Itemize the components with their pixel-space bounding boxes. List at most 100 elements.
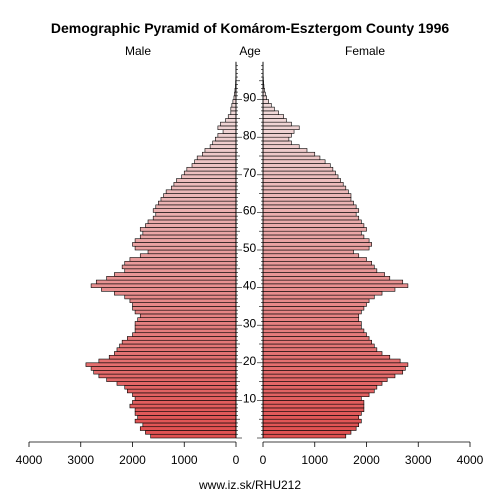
male-bar-age-71 <box>186 166 237 172</box>
male-bar-age-68 <box>176 178 237 183</box>
x-tick-label-female-4000: 4000 <box>457 453 484 467</box>
male-bar-age-81 <box>222 129 237 134</box>
male-bar-age-7 <box>134 407 237 412</box>
male-bar-age-76 <box>204 148 237 153</box>
female-bar-age-46 <box>262 260 372 266</box>
male-bar-age-21 <box>108 354 237 360</box>
age-tick-label-10: 10 <box>243 392 257 406</box>
female-bar-age-76 <box>262 148 308 153</box>
female-bar-age-29 <box>262 324 362 330</box>
female-bar-age-69 <box>262 174 339 179</box>
male-bar-age-0 <box>150 433 237 439</box>
male-bar-age-66 <box>171 185 237 191</box>
female-bar-age-28 <box>262 328 365 334</box>
male-bar-age-79 <box>215 136 237 142</box>
male-bar-age-60 <box>152 208 237 213</box>
female-bar-age-16 <box>262 373 396 379</box>
male-bar-age-50 <box>134 245 237 251</box>
female-bar-age-60 <box>262 208 360 213</box>
female-bar-age-62 <box>262 200 354 206</box>
male-bar-age-4 <box>134 418 237 424</box>
x-tick-label-male-4000: 4000 <box>16 453 43 467</box>
male-bar-age-22 <box>114 351 237 356</box>
female-bar-age-47 <box>262 257 367 262</box>
female-bar-age-52 <box>262 238 370 243</box>
male-bar-age-80 <box>217 133 237 138</box>
female-bar-age-74 <box>262 155 321 161</box>
x-tick-label-female-0: 0 <box>260 453 267 467</box>
x-axis-female: 0 1000 2000 3000 4000 <box>260 441 484 467</box>
male-bar-age-52 <box>134 238 237 243</box>
female-bar-age-36 <box>262 298 370 303</box>
female-bar-age-71 <box>262 166 334 172</box>
male-bar-age-30 <box>134 321 237 326</box>
age-tick-label-50: 50 <box>243 241 257 255</box>
male-bar-age-75 <box>202 151 237 157</box>
female-bar-age-81 <box>262 129 295 134</box>
male-bar-age-8 <box>129 403 237 409</box>
male-bar-age-72 <box>191 163 237 168</box>
male-bar-age-16 <box>98 373 237 379</box>
male-bar-age-65 <box>165 189 237 194</box>
male-bar-age-53 <box>139 234 237 240</box>
female-bar-age-43 <box>262 272 385 277</box>
male-bar-age-26 <box>127 336 237 341</box>
female-bar-age-61 <box>262 204 357 209</box>
male-bar-age-40 <box>90 283 237 288</box>
female-bar-age-10 <box>262 396 362 401</box>
female-bar-age-42 <box>262 276 391 281</box>
female-bar-age-11 <box>262 392 370 397</box>
male-bar-age-48 <box>139 253 237 258</box>
male-bar-age-69 <box>181 174 237 179</box>
female-label: Female <box>345 44 385 58</box>
age-tick-label-20: 20 <box>243 354 257 368</box>
female-bar-age-20 <box>262 358 401 364</box>
female-bar-age-58 <box>262 215 360 221</box>
age-tick-label-30: 30 <box>243 316 257 330</box>
female-bar-age-37 <box>262 294 375 300</box>
male-bar-age-58 <box>152 215 237 221</box>
female-bar-age-21 <box>262 354 391 360</box>
male-bar-age-24 <box>119 343 237 349</box>
female-bar-age-80 <box>262 133 292 138</box>
female-bar-age-15 <box>262 377 388 382</box>
female-bar-age-4 <box>262 418 362 424</box>
female-bar-age-33 <box>262 309 362 315</box>
female-bar-age-6 <box>262 411 362 416</box>
male-bar-age-78 <box>212 140 237 146</box>
male-bar-age-5 <box>137 415 237 420</box>
male-bar-age-83 <box>220 121 237 127</box>
male-bar-age-44 <box>124 268 237 273</box>
male-bar-age-88 <box>231 103 237 108</box>
female-bar-age-88 <box>262 103 272 108</box>
male-bar-age-31 <box>137 317 237 322</box>
male-bar-age-20 <box>98 358 237 364</box>
age-tick-label-90: 90 <box>243 91 257 105</box>
female-bar-age-67 <box>262 182 344 187</box>
age-label: Age <box>239 44 261 58</box>
male-bar-age-59 <box>155 212 237 217</box>
male-bar-age-37 <box>124 294 237 300</box>
female-bar-age-51 <box>262 242 372 247</box>
female-bar-age-23 <box>262 347 378 352</box>
male-bar-age-14 <box>116 381 237 386</box>
female-bar-age-72 <box>262 163 331 168</box>
female-bar-age-19 <box>262 362 409 367</box>
male-bar-age-70 <box>183 170 237 176</box>
female-bar-age-59 <box>262 212 357 217</box>
male-bar-age-3 <box>142 422 237 428</box>
male-bar-age-15 <box>106 377 237 382</box>
male-bar-age-1 <box>145 430 237 435</box>
female-bar-age-54 <box>262 230 362 236</box>
male-bar-age-36 <box>129 298 237 303</box>
female-bar-age-48 <box>262 253 360 258</box>
male-bar-age-47 <box>129 257 237 262</box>
male-bar-age-82 <box>217 125 237 130</box>
female-bar-age-65 <box>262 189 349 194</box>
female-bar-age-24 <box>262 343 375 349</box>
male-bar-age-51 <box>132 242 237 247</box>
chart-title: Demographic Pyramid of Komárom-Esztergom… <box>51 20 450 36</box>
x-tick-label-female-1000: 1000 <box>301 453 328 467</box>
female-bar-age-78 <box>262 140 292 146</box>
male-bar-age-55 <box>139 227 237 232</box>
